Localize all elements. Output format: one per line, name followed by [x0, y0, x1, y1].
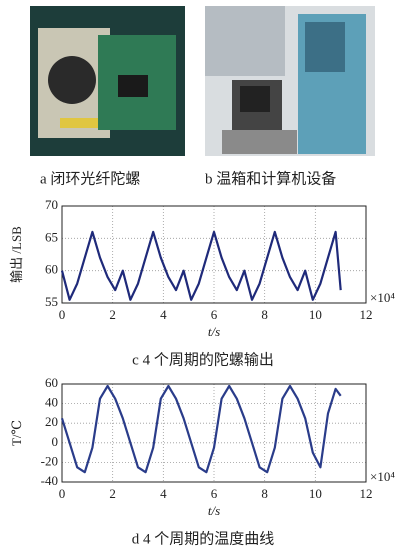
y-tick-label: -40: [41, 473, 58, 488]
x-multiplier: ×10⁴: [370, 469, 395, 484]
data-line: [62, 232, 341, 300]
x-tick-label: 2: [109, 486, 116, 501]
caption-a: a 闭环光纤陀螺: [40, 170, 140, 187]
x-tick-label: 6: [211, 486, 218, 501]
x-tick-label: 4: [160, 307, 167, 322]
x-tick-label: 0: [59, 307, 66, 322]
y-tick-label: -20: [41, 453, 58, 468]
y-tick-label: 60: [45, 375, 58, 390]
x-tick-label: 12: [360, 307, 373, 322]
x-tick-label: 10: [309, 307, 322, 322]
x-axis-label: t/s: [208, 503, 220, 518]
x-tick-label: 8: [261, 307, 268, 322]
data-line: [62, 386, 341, 472]
x-tick-label: 6: [211, 307, 218, 322]
chart-caption: c 4 个周期的陀螺输出: [132, 351, 274, 368]
y-tick-label: 65: [45, 229, 58, 244]
y-tick-label: 0: [52, 434, 59, 449]
y-tick-label: 60: [45, 262, 58, 277]
figure: a 闭环光纤陀螺 b 温箱和计算机设备 55606570024681012×10…: [0, 0, 406, 551]
y-axis-label: T/℃: [9, 420, 24, 446]
x-tick-label: 0: [59, 486, 66, 501]
chart-caption: d 4 个周期的温度曲线: [132, 530, 275, 547]
y-tick-label: 70: [45, 197, 58, 212]
photo-a: [30, 6, 185, 156]
y-tick-label: 40: [45, 395, 58, 410]
y-tick-label: 20: [45, 414, 58, 429]
x-multiplier: ×10⁴: [370, 290, 395, 305]
y-tick-label: 55: [45, 294, 58, 309]
caption-b: b 温箱和计算机设备: [205, 169, 336, 187]
x-tick-label: 12: [360, 486, 373, 501]
x-tick-label: 4: [160, 486, 167, 501]
x-tick-label: 2: [109, 307, 116, 322]
x-tick-label: 10: [309, 486, 322, 501]
photo-b: [205, 6, 375, 156]
x-tick-label: 8: [261, 486, 268, 501]
y-axis-label: 输出 /LSB: [9, 226, 24, 283]
x-axis-label: t/s: [208, 324, 220, 339]
